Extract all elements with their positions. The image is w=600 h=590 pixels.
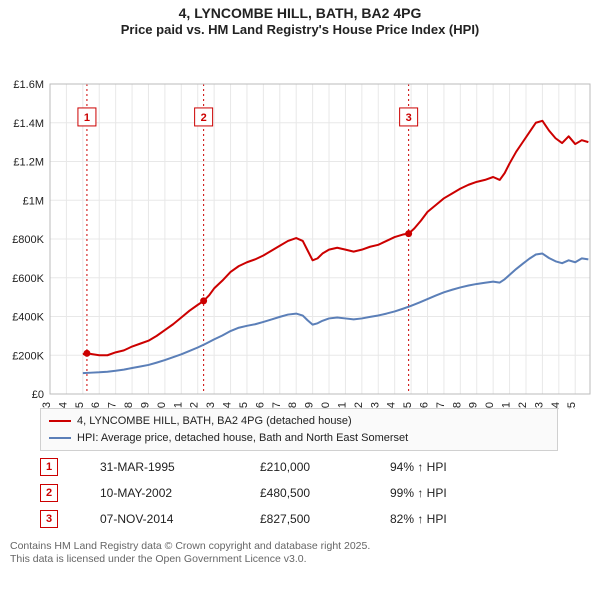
fineprint-line-2: This data is licensed under the Open Gov… [10,553,590,566]
price-chart: £0 £200K £400K £600K £800K £1M £1.2M £1.4M £1.6M… [0,39,600,409]
chart-title-main: 4, LYNCOMBE HILL, BATH, BA2 4PG [0,4,600,22]
sale-marker-badge-number: 3 [406,112,412,124]
marker-price: £480,500 [260,486,390,500]
chart-title-block: 4, LYNCOMBE HILL, BATH, BA2 4PG Price pa… [0,0,600,39]
legend-item: HPI: Average price, detached house, Bath… [49,430,549,447]
y-axis-tick-label: £600K [12,273,44,285]
y-axis-tick-label: £0 [32,389,44,401]
marker-date: 07-NOV-2014 [100,512,260,526]
marker-number-badge: 3 [40,510,58,528]
marker-date: 10-MAY-2002 [100,486,260,500]
y-axis-tick-label: £200K [12,350,44,362]
sale-marker-badge-number: 2 [201,112,207,124]
legend-label: HPI: Average price, detached house, Bath… [77,430,408,447]
marker-pct-vs-hpi: 94% ↑ HPI [390,460,550,474]
y-axis-tick-label: £400K [12,312,44,324]
marker-price: £827,500 [260,512,390,526]
copyright-fineprint: Contains HM Land Registry data © Crown c… [10,540,590,566]
series-dot-price_paid [83,350,90,357]
marker-number-badge: 1 [40,458,58,476]
y-axis-tick-label: £1.2M [13,157,44,169]
chart-title-sub: Price paid vs. HM Land Registry's House … [0,22,600,39]
marker-pct-vs-hpi: 99% ↑ HPI [390,486,550,500]
series-dot-price_paid [200,297,207,304]
legend-swatch [49,420,71,422]
fineprint-line-1: Contains HM Land Registry data © Crown c… [10,540,590,553]
chart-legend: 4, LYNCOMBE HILL, BATH, BA2 4PG (detache… [40,408,558,451]
marker-table-row: 1 31-MAR-1995£210,00094% ↑ HPI [40,454,560,480]
y-axis-tick-label: £800K [12,234,44,246]
y-axis-tick-label: £1.4M [13,118,44,130]
marker-table-row: 2 10-MAY-2002£480,50099% ↑ HPI [40,480,560,506]
marker-date: 31-MAR-1995 [100,460,260,474]
y-axis-tick-label: £1.6M [13,79,44,91]
legend-label: 4, LYNCOMBE HILL, BATH, BA2 4PG (detache… [77,413,352,430]
marker-table-row: 3 07-NOV-2014£827,50082% ↑ HPI [40,506,560,532]
sale-marker-badge-number: 1 [84,112,90,124]
legend-swatch [49,437,71,439]
series-dot-price_paid [405,230,412,237]
marker-pct-vs-hpi: 82% ↑ HPI [390,512,550,526]
marker-price: £210,000 [260,460,390,474]
x-axis-tick-label: 2025 [566,402,578,409]
sale-marker-table: 1 31-MAR-1995£210,00094% ↑ HPI 2 10-MAY-200… [40,454,560,532]
marker-number-badge: 2 [40,484,58,502]
y-axis-tick-label: £1M [23,195,44,207]
legend-item: 4, LYNCOMBE HILL, BATH, BA2 4PG (detache… [49,413,549,430]
